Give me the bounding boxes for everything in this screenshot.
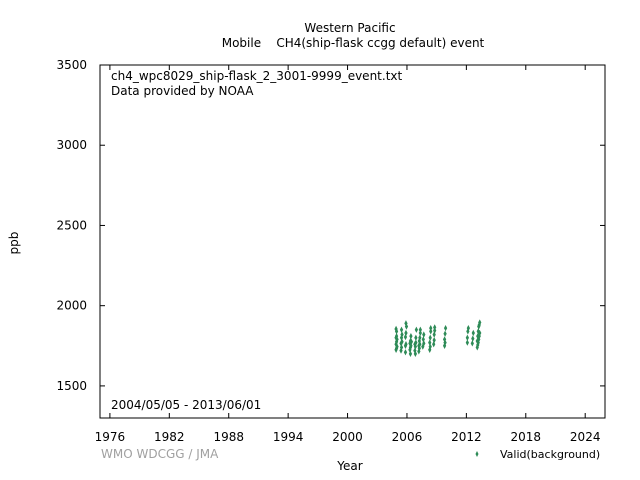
data-point xyxy=(428,343,432,350)
data-point xyxy=(418,326,422,333)
legend: Valid(background) xyxy=(475,448,600,461)
data-point xyxy=(400,338,404,345)
data-point xyxy=(429,328,433,335)
file-annotation: ch4_wpc8029_ship-flask_2_3001-9999_event… xyxy=(111,69,403,83)
period-annotation: 2004/05/05 - 2013/06/01 xyxy=(111,398,261,412)
x-tick-label: 2018 xyxy=(511,430,542,444)
chart-title-line1: Western Pacific xyxy=(304,21,395,35)
data-point xyxy=(471,335,475,342)
data-point xyxy=(465,339,470,346)
data-point xyxy=(395,343,399,350)
data-point xyxy=(422,331,426,338)
y-axis-ticks: 1500 2000 2500 3000 3500 xyxy=(56,58,605,393)
x-tick-label: 2000 xyxy=(332,430,363,444)
data-point xyxy=(418,341,422,348)
data-point xyxy=(409,342,413,349)
data-point xyxy=(414,326,419,333)
data-point xyxy=(466,324,470,332)
data-point xyxy=(404,341,408,348)
credit-annotation: WMO WDCGG / JMA xyxy=(101,447,219,461)
provider-annotation: Data provided by NOAA xyxy=(111,84,254,98)
data-point xyxy=(470,340,474,347)
data-point xyxy=(471,329,475,337)
legend-marker xyxy=(475,451,479,457)
data-point xyxy=(418,329,422,337)
data-points xyxy=(394,319,482,357)
data-point xyxy=(422,340,426,347)
x-tick-label: 2006 xyxy=(392,430,423,444)
data-point xyxy=(429,324,433,332)
data-point xyxy=(400,331,404,338)
x-tick-label: 2024 xyxy=(570,430,601,444)
y-tick-label: 2500 xyxy=(56,218,87,232)
x-tick-label: 1994 xyxy=(273,430,304,444)
data-point xyxy=(399,326,404,333)
data-point xyxy=(395,336,399,343)
data-point xyxy=(478,319,482,326)
chart-title-line2: Mobile CH4(ship-flask ccgg default) even… xyxy=(222,36,485,50)
data-point xyxy=(465,334,470,341)
data-point xyxy=(443,330,447,337)
x-axis-label: Year xyxy=(336,459,362,473)
x-tick-label: 1988 xyxy=(213,430,244,444)
data-point xyxy=(414,339,418,346)
data-point xyxy=(476,328,480,335)
data-point xyxy=(433,324,437,331)
data-point xyxy=(409,338,414,345)
x-axis-ticks: 1976 1982 1988 1994 2000 2006 2012 2018 2024 xyxy=(95,65,601,444)
data-point xyxy=(404,323,409,330)
data-point xyxy=(418,334,422,341)
y-axis-label: ppb xyxy=(7,232,21,255)
data-point xyxy=(433,327,437,334)
x-tick-label: 2012 xyxy=(451,430,482,444)
data-point xyxy=(443,324,448,332)
data-point xyxy=(414,334,418,341)
data-point xyxy=(408,350,413,357)
data-point xyxy=(403,349,408,356)
y-tick-label: 3500 xyxy=(56,58,87,72)
data-point xyxy=(409,333,413,340)
data-point xyxy=(399,344,404,351)
data-point xyxy=(428,334,432,341)
y-tick-label: 2000 xyxy=(56,299,87,313)
data-point xyxy=(478,329,482,337)
data-point xyxy=(413,350,418,357)
plot-area-frame xyxy=(99,64,606,419)
data-point xyxy=(394,328,399,335)
x-tick-label: 1982 xyxy=(154,430,185,444)
y-tick-label: 3000 xyxy=(56,138,87,152)
data-point xyxy=(443,339,447,346)
legend-label: Valid(background) xyxy=(500,448,600,461)
y-tick-label: 1500 xyxy=(56,379,87,393)
data-point xyxy=(404,329,408,337)
data-point xyxy=(432,337,436,344)
x-tick-label: 1976 xyxy=(95,430,126,444)
